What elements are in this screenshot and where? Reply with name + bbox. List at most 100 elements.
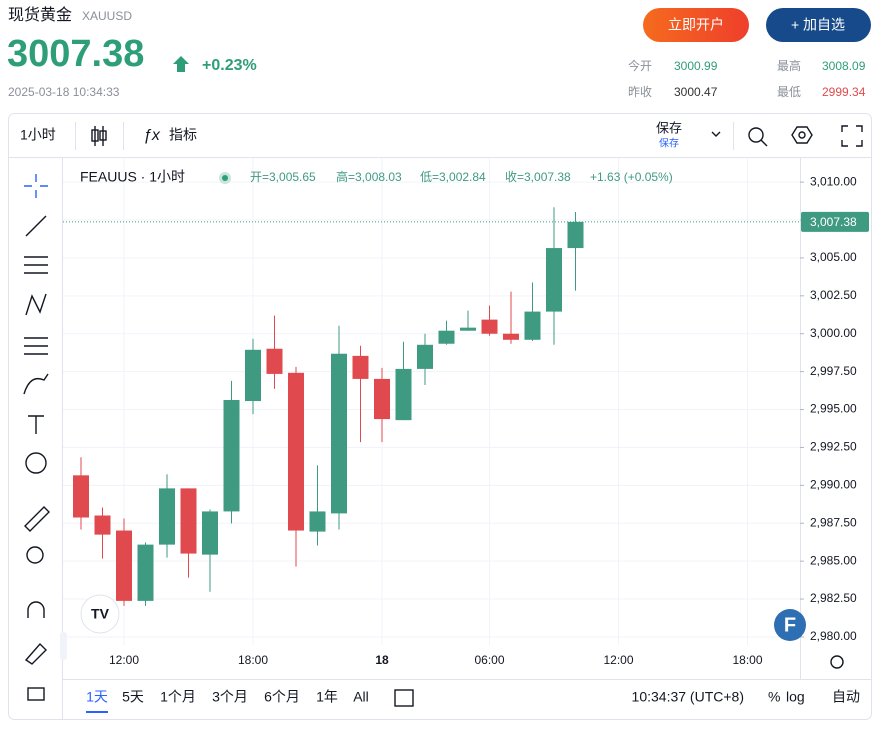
plot: 2,980.00 2,982.50 2,985.00 2,987.50 2,990.00… [63,158,869,667]
stat-value: 3008.09 [822,59,866,73]
candle-body [159,488,175,545]
y-tick-label: 2,997.50 [810,364,857,378]
stat-label: 今开 [628,58,652,73]
bottom-bar: 1天 5天 1个月 3个月 6个月 1年 All 10:34:37 (UTC+8)% log 自动 [86,689,860,713]
y-tick-label: 2,992.50 [810,440,857,454]
chart-panel [8,113,872,720]
price-change: +0.23% [202,57,257,74]
legend: 开=3,005.65 高=3,008.03 低=3,002.84 收=3,007.38… [250,169,673,184]
quick-search-icon[interactable] [748,127,768,147]
asset-name: 现货黄金 [8,6,72,24]
magnet-tool[interactable] [27,601,45,618]
stat-value: 2999.34 [822,85,866,99]
candle-body [266,348,283,374]
scale-option[interactable]: 自动 [832,689,860,705]
candle-type-icon[interactable] [91,126,107,146]
y-tick-label: 3,000.00 [810,326,857,340]
x-tick-label: 12:00 [109,653,139,667]
stat-value: 3000.99 [674,59,718,73]
candle-body [180,488,197,554]
interval-button[interactable]: 1小时 [20,127,56,143]
save-button[interactable]: 保存 [656,120,682,135]
timestamp: 2025-03-18 10:34:33 [8,85,120,99]
y-tick-label: 2,990.00 [810,478,857,492]
legend-ohlc: 收=3,007.38 [505,170,571,184]
chart-title: FEAUUS · 1小时 [80,169,185,185]
scale-option[interactable]: % [768,689,780,705]
y-tick-label: 3,005.00 [810,250,857,264]
asset-symbol: XAUUSD [82,9,132,23]
text-tool[interactable] [28,415,44,434]
stat-label: 最高 [777,58,801,73]
status-dot [222,175,228,181]
axis-settings[interactable] [830,655,844,669]
candle-body [460,327,476,331]
legend-ohlc: 高=3,008.03 [336,169,402,184]
tv-logo-mark: TV [91,606,110,622]
emoji-tool[interactable] [25,452,47,474]
f-badge[interactable] [774,609,806,641]
candle-body [94,515,111,535]
candle-body [245,349,261,402]
save-sub[interactable]: 保存 [659,137,679,150]
stat-value: 3000.47 [674,85,718,99]
last-price-tag [801,211,869,232]
brush-tool[interactable] [23,373,49,395]
lock-tool[interactable] [27,687,45,701]
zoom-tool[interactable] [26,546,44,564]
range-button[interactable]: 1个月 [160,689,196,705]
candle-body [438,330,455,344]
legend-ohlc: 低=3,002.84 [420,170,486,184]
pattern-tool[interactable] [25,293,47,316]
up-arrow [173,56,189,72]
x-tick-label: 18 [375,653,389,667]
y-tick-label: 3,010.00 [810,174,857,188]
y-tick-label: 2,980.00 [810,629,857,643]
candle-body [352,355,369,379]
y-tick-label: 2,987.50 [810,515,857,529]
fullscreen-icon[interactable] [841,125,863,147]
save-dropdown[interactable] [711,131,721,137]
y-tick-label: 2,982.50 [810,591,857,605]
crosshair-tool[interactable] [24,174,48,198]
candle-body [73,475,89,518]
range-button[interactable]: 5天 [122,689,144,705]
candle-body [417,344,433,369]
watchlist-button[interactable] [766,8,871,42]
range-button[interactable]: 6个月 [264,689,300,705]
range-button[interactable]: 1天 [86,689,108,705]
button-label[interactable]: 立即开户 [668,17,724,33]
range-button[interactable]: 1年 [316,689,338,705]
collapse-handle[interactable] [60,632,67,660]
range-button[interactable]: All [353,689,369,705]
y-tick-label: 2,985.00 [810,553,857,567]
range-button[interactable]: 3个月 [212,689,248,705]
candle-body [202,511,218,555]
lock-draw-tool[interactable] [24,642,47,665]
projection-tool[interactable] [24,337,48,355]
settings-dot [798,131,806,139]
candle-body [546,248,562,312]
candle-body [137,544,154,601]
drawing-tools [23,174,50,701]
settings-icon[interactable] [791,126,813,144]
stat-label: 最低 [777,85,801,99]
fx-icon[interactable]: ƒx [143,127,161,144]
last-price-label: 3,007.38 [810,215,857,229]
price: 3007.38 [7,33,144,75]
indicators-button[interactable]: 指标 [169,127,197,143]
scale-option[interactable]: log [786,689,805,705]
date-range-icon[interactable] [394,689,414,707]
x-tick-label: 18:00 [238,653,268,667]
open-account-button[interactable] [643,8,749,42]
y-tick-label: 2,995.00 [810,402,857,416]
candle-body [503,333,519,340]
fib-tool[interactable] [24,256,48,274]
trendline-tool[interactable] [25,215,47,237]
button-label[interactable]: + 加自选 [791,17,845,33]
ruler-tool[interactable] [24,506,50,532]
candle-body [567,221,584,249]
tv-logo[interactable] [80,594,120,634]
